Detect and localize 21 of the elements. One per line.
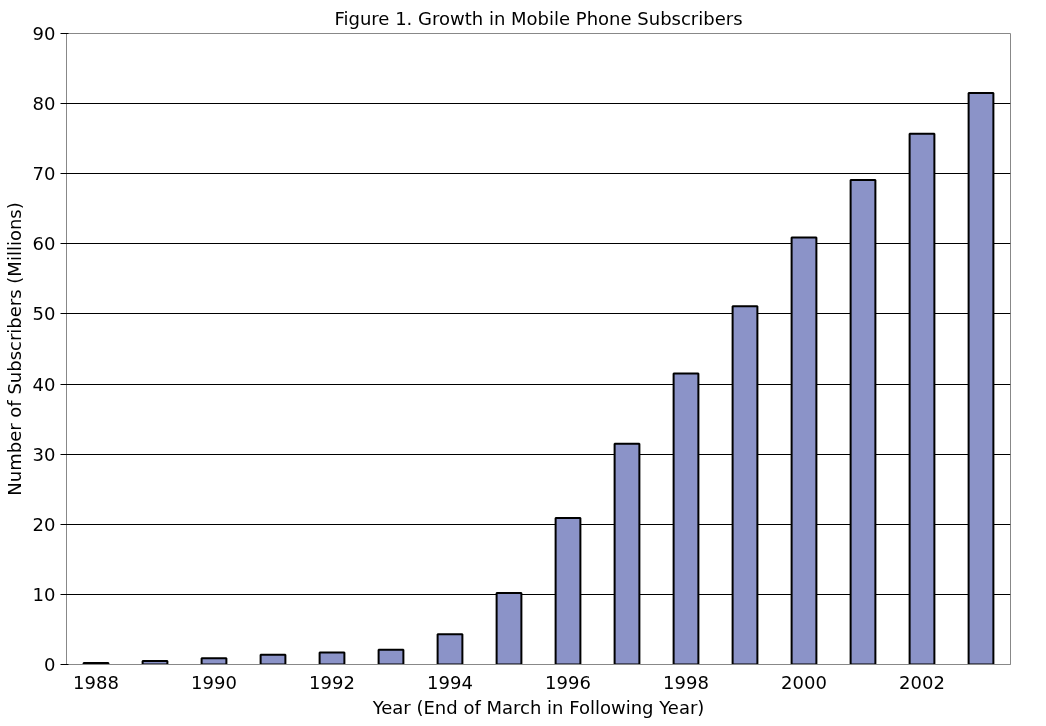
x-tick-label: 1992 — [309, 671, 355, 693]
x-tick-label: 2002 — [899, 671, 945, 693]
y-tick-label: 20 — [32, 513, 56, 535]
y-tick-label: 40 — [32, 373, 56, 395]
y-tick-label: 10 — [32, 583, 56, 605]
y-tick-label: 90 — [32, 23, 56, 44]
y-tick-label: 50 — [32, 303, 56, 325]
y-tick-label: 70 — [32, 163, 56, 185]
x-tick-label: 1990 — [191, 671, 237, 693]
x-tick-label: 1998 — [663, 671, 709, 693]
chart-title: Figure 1. Growth in Mobile Phone Subscribers — [334, 7, 743, 29]
x-tick-label: 2000 — [781, 671, 827, 693]
x-tick-label: 1994 — [427, 671, 473, 693]
y-tick-label: 60 — [32, 233, 56, 255]
y-axis-title: Number of Subscribers (Millions) — [3, 202, 25, 496]
x-axis-title: Year (End of March in Following Year) — [371, 696, 705, 718]
x-tick-label: 1988 — [73, 671, 119, 693]
y-tick-label: 80 — [32, 93, 56, 115]
y-tick-label: 30 — [32, 443, 56, 465]
y-tick-label: 0 — [44, 654, 56, 675]
x-tick-label: 1996 — [545, 671, 591, 693]
